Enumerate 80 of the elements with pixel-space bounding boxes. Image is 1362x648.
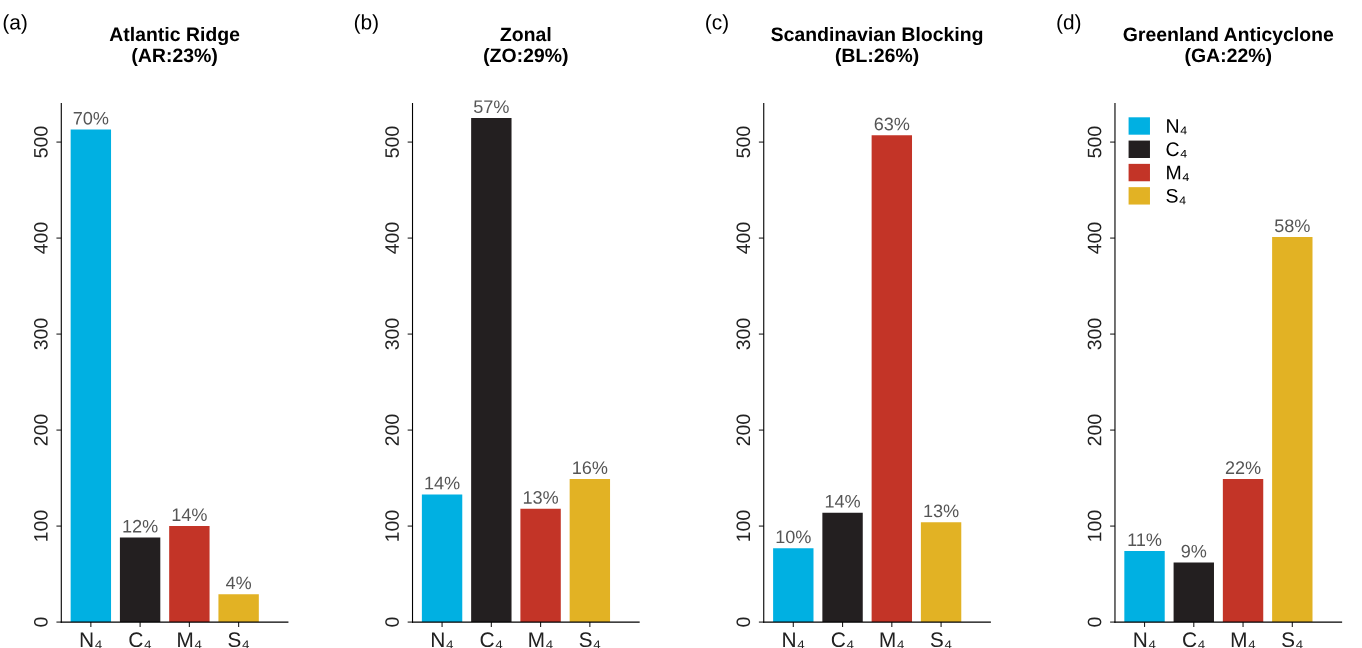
- y-tick-label: 500: [33, 126, 48, 158]
- x-tick-label: M₄: [1231, 632, 1256, 648]
- y-tick-label: 300: [33, 318, 48, 350]
- annotation: 4%: [225, 576, 252, 590]
- x-tick-label: M₄: [178, 632, 202, 648]
- bar: [70, 129, 112, 623]
- y-tick-label: 400: [33, 222, 48, 254]
- x-tick-label: N₄: [1134, 632, 1156, 648]
- bar: [119, 537, 161, 623]
- annotation: 14%: [425, 476, 460, 490]
- annotation: 14%: [825, 494, 860, 508]
- annotation: 12%: [123, 519, 158, 533]
- annotation: 13%: [523, 491, 559, 504]
- annotation: 16%: [573, 461, 608, 475]
- y-tick-label: 400: [385, 222, 399, 254]
- bar: [822, 512, 863, 623]
- x-tick-label: S₄: [228, 632, 250, 648]
- legend-label: N₄: [1167, 119, 1187, 135]
- y-tick-label: 500: [385, 126, 399, 158]
- bar: [920, 522, 962, 623]
- y-tick-label: 400: [1087, 222, 1102, 254]
- legend-label: C₄: [1166, 142, 1187, 158]
- bar: [471, 118, 512, 623]
- bar: [421, 494, 463, 623]
- x-tick-label: C₄: [480, 632, 503, 648]
- text: (b): [354, 14, 378, 34]
- bar: [569, 479, 611, 623]
- y-tick-label: 100: [736, 510, 751, 541]
- y-tick-label: 500: [736, 126, 751, 158]
- annotation: 63%: [874, 117, 910, 131]
- y-tick-label: 300: [1087, 318, 1102, 350]
- bar: [169, 526, 210, 623]
- bar: [871, 135, 913, 623]
- y-tick-label: 0: [33, 617, 48, 627]
- y-tick-label: 100: [385, 510, 399, 541]
- annotation: 58%: [1274, 219, 1310, 233]
- annotation: 70%: [73, 111, 109, 125]
- x-tick-label: M₄: [880, 632, 904, 648]
- annotation: 57%: [473, 100, 509, 114]
- y-tick-label: 300: [736, 318, 751, 350]
- legend-label: M₄: [1167, 165, 1189, 181]
- y-tick-label: 0: [736, 617, 751, 627]
- text: (c): [706, 14, 728, 34]
- x-tick-label: N₄: [783, 632, 805, 648]
- y-tick-label: 200: [33, 414, 48, 446]
- y-tick-label: 200: [736, 414, 751, 446]
- annotation: 13%: [924, 504, 959, 518]
- chart-title: Scandinavian Blocking (BL:26%): [771, 26, 983, 67]
- x-tick-label: S₄: [1282, 632, 1303, 648]
- bar: [773, 548, 814, 623]
- text: (d): [1057, 14, 1081, 34]
- x-tick-label: N₄: [432, 632, 454, 648]
- bar: [520, 508, 561, 623]
- x-tick-label: C₄: [1183, 632, 1205, 648]
- x-tick-label: C₄: [129, 632, 152, 648]
- annotation: 14%: [172, 508, 207, 522]
- y-tick-label: 300: [385, 318, 399, 350]
- text: (a): [3, 14, 27, 34]
- x-tick-label: N₄: [80, 632, 102, 648]
- x-tick-label: C₄: [831, 632, 854, 648]
- chart-title: Greenland Anticyclone (GA:22%): [1123, 26, 1334, 67]
- y-tick-label: 400: [736, 222, 751, 254]
- y-tick-label: 0: [1087, 617, 1102, 627]
- x-tick-label: M₄: [529, 632, 553, 648]
- y-tick-label: 500: [1087, 126, 1102, 158]
- annotation: 11%: [1128, 533, 1162, 547]
- legend-label: S₄: [1166, 188, 1186, 205]
- annotation: 10%: [776, 530, 811, 544]
- x-tick-label: S₄: [579, 632, 601, 648]
- y-tick-label: 100: [33, 510, 48, 541]
- chart-title: Zonal (ZO:29%): [484, 26, 568, 67]
- x-tick-label: S₄: [930, 632, 952, 648]
- y-tick-label: 200: [385, 414, 399, 446]
- y-tick-label: 100: [1087, 510, 1102, 541]
- annotation: 9%: [1181, 544, 1207, 558]
- bar: [218, 594, 259, 623]
- chart-title: Atlantic Ridge (AR:23%): [109, 26, 240, 67]
- y-tick-label: 0: [385, 617, 399, 627]
- annotation: 22%: [1225, 461, 1261, 475]
- y-tick-label: 200: [1087, 414, 1102, 446]
